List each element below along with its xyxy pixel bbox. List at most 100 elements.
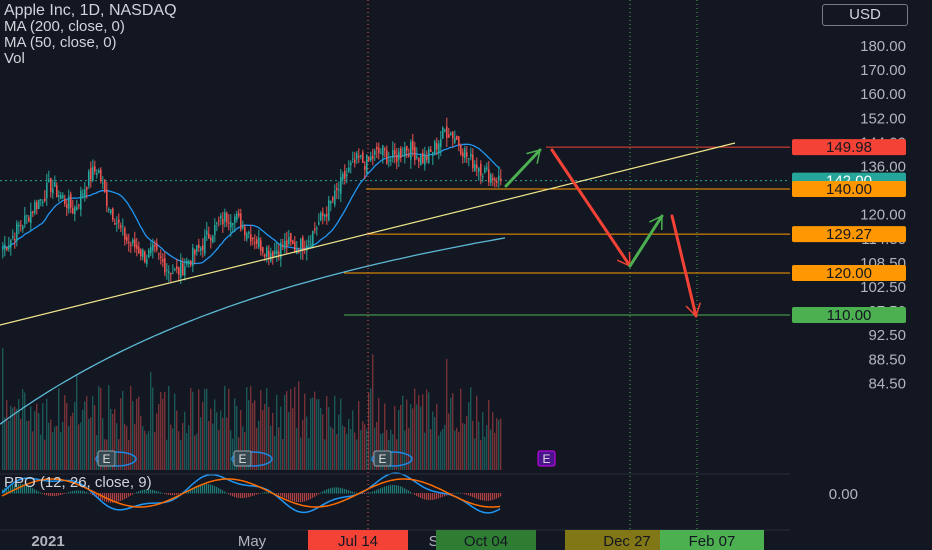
price-tick-label: 152.00 [860, 110, 906, 127]
earnings-label: E [542, 452, 550, 466]
volume-bar [214, 399, 216, 470]
level-tag [792, 307, 906, 323]
candle-body [262, 246, 264, 253]
ppo-histogram-bar [342, 488, 344, 494]
candle-body [166, 269, 168, 271]
volume-bar [48, 422, 50, 470]
ppo-histogram-bar [300, 493, 302, 503]
volume-bar [50, 419, 52, 470]
candle-body [68, 196, 70, 210]
ppo-histogram-bar [60, 493, 62, 496]
candle-body [324, 214, 326, 218]
candle-body [38, 200, 40, 210]
ppo-histogram-bar [50, 493, 52, 497]
ppo-histogram-bar [190, 488, 192, 494]
volume-bar [468, 402, 470, 470]
candle-body [234, 216, 236, 224]
candle-body [462, 152, 464, 157]
candle-body [338, 189, 340, 191]
ppo-histogram-bar [376, 489, 378, 494]
volume-bar [500, 418, 502, 470]
ppo-histogram-bar [462, 493, 464, 494]
volume-bar [434, 416, 436, 470]
volume-bar [158, 403, 160, 470]
ppo-histogram-bar [68, 492, 70, 494]
ppo-histogram-bar [170, 493, 172, 496]
ppo-histogram-bar [198, 485, 200, 494]
volume-bar [456, 427, 458, 470]
volume-bar [164, 391, 166, 470]
volume-bar [454, 430, 456, 470]
volume-bar [354, 432, 356, 470]
ppo-histogram-bar [46, 493, 48, 496]
candle-body [320, 212, 322, 221]
ppo-histogram-bar [204, 483, 206, 494]
candle-body [378, 147, 380, 153]
ppo-histogram-bar [56, 493, 58, 496]
candle-body [428, 149, 430, 163]
price-tick-label: 120.00 [860, 207, 906, 224]
candle-body [490, 174, 492, 183]
candle-body [408, 154, 410, 157]
candle-body [128, 242, 130, 244]
ppo-histogram-bar [496, 493, 498, 499]
ppo-histogram-bar [212, 485, 214, 494]
volume-bar [212, 423, 214, 470]
volume-bar [56, 425, 58, 470]
candle-body [398, 151, 400, 160]
candle-body [396, 154, 398, 162]
ppo-histogram-bar [160, 492, 162, 494]
ppo-histogram-bar [396, 485, 398, 494]
ppo-histogram-bar [234, 493, 236, 497]
ppo-histogram-bar [490, 493, 492, 501]
volume-bar [414, 388, 416, 470]
volume-bar [426, 389, 428, 470]
candle-body [336, 187, 338, 191]
candle-body [402, 155, 404, 157]
volume-bar [396, 439, 398, 470]
currency-button[interactable]: USD [822, 4, 908, 26]
candle-body [118, 219, 120, 223]
legend-ma50: MA (50, close, 0) [4, 34, 117, 51]
ppo-histogram-bar [220, 489, 222, 494]
candle-body [214, 224, 216, 236]
volume-bar [114, 408, 116, 470]
ppo-histogram-bar [424, 493, 426, 500]
candle-body [238, 213, 240, 216]
candle-body [98, 170, 100, 174]
ppo-histogram-bar [114, 493, 116, 503]
ppo-histogram-bar [40, 492, 42, 494]
ppo-histogram-bar [452, 493, 454, 494]
volume-bar [284, 394, 286, 470]
time-tick-label: Oct 04 [464, 533, 508, 550]
ppo-histogram-bar [378, 489, 380, 494]
candle-body [364, 165, 366, 171]
candle-body [474, 164, 476, 172]
trendline [0, 142, 736, 326]
volume-bar [266, 388, 268, 470]
ppo-histogram-bar [346, 489, 348, 494]
candle-body [112, 208, 114, 220]
volume-bar [90, 417, 92, 470]
volume-bar [22, 389, 24, 470]
price-tick-label: 102.50 [860, 279, 906, 296]
volume-bar [320, 408, 322, 470]
ppo-histogram-bar [34, 489, 36, 494]
ppo-histogram-bar [388, 485, 390, 494]
volume-bar [482, 412, 484, 470]
ppo-histogram-bar [80, 490, 82, 494]
volume-bar [256, 427, 258, 470]
volume-bar [384, 403, 386, 470]
ppo-histogram-bar [140, 490, 142, 494]
candle-body [286, 240, 288, 247]
volume-bar [116, 423, 118, 470]
candle-body [424, 153, 426, 166]
volume-bar [368, 392, 370, 470]
volume-bar [390, 429, 392, 470]
earnings-label: E [238, 452, 246, 466]
candle-body [210, 237, 212, 241]
volume-bar [302, 419, 304, 470]
